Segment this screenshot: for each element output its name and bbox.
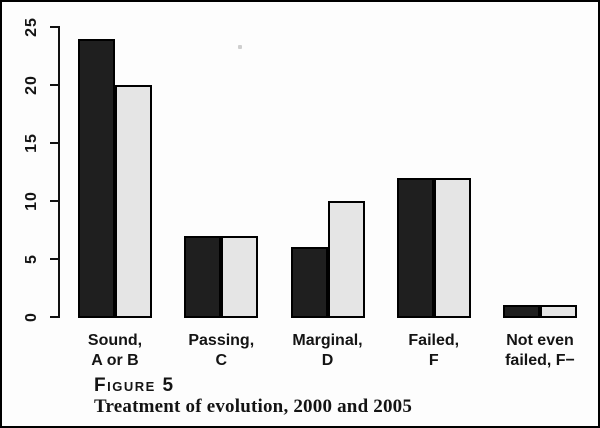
category-label-line: Passing,	[188, 332, 255, 349]
bar-2000-2	[184, 235, 222, 318]
category-label-line: Not even	[506, 332, 574, 349]
y-tick-label: 10	[23, 191, 40, 211]
y-tick-label: 20	[23, 75, 40, 95]
category-label-line: Sound,	[87, 332, 143, 349]
y-tick	[50, 84, 60, 86]
y-axis-line	[58, 26, 60, 318]
bar-2005-3	[327, 201, 365, 318]
y-tick	[50, 316, 60, 318]
category-label-line: A or B	[91, 352, 139, 369]
category-label-line: C	[215, 352, 228, 369]
category-label-line: failed, F−	[505, 352, 575, 369]
bar-2005-2	[221, 235, 259, 318]
category-label-line: Failed,	[408, 332, 460, 349]
y-tick-label: 15	[23, 133, 40, 153]
figure-caption: Figure 5 Treatment of evolution, 2000 an…	[94, 376, 412, 418]
category-label-4: Failed, F	[374, 331, 494, 371]
bar-2000-5	[503, 305, 540, 318]
y-tick	[50, 26, 60, 28]
scan-artifact	[238, 45, 242, 49]
category-label-line: F	[428, 352, 439, 369]
bar-2005-1	[115, 85, 152, 318]
category-label-5: Not even failed, F−	[480, 331, 598, 371]
category-label-line: D	[321, 352, 334, 369]
bar-2000-4	[396, 177, 434, 318]
y-tick-label: 25	[23, 17, 40, 37]
category-label-line: Marginal,	[292, 332, 363, 349]
figure-title: Treatment of evolution, 2000 and 2005	[94, 396, 413, 417]
bar-2005-5	[540, 305, 577, 318]
bar-2000-1	[78, 38, 115, 318]
y-tick-label: 5	[23, 254, 40, 264]
bar-2005-4	[433, 177, 471, 318]
y-tick	[50, 200, 60, 202]
y-tick-label: 0	[23, 312, 40, 322]
category-label-2: Passing, C	[161, 331, 281, 371]
bar-2000-3	[290, 247, 328, 318]
y-tick	[50, 258, 60, 260]
category-label-3: Marginal, D	[268, 331, 388, 371]
y-tick	[50, 142, 60, 144]
category-label-1: Sound, A or B	[55, 331, 175, 371]
figure-label: Figure 5	[94, 375, 175, 396]
